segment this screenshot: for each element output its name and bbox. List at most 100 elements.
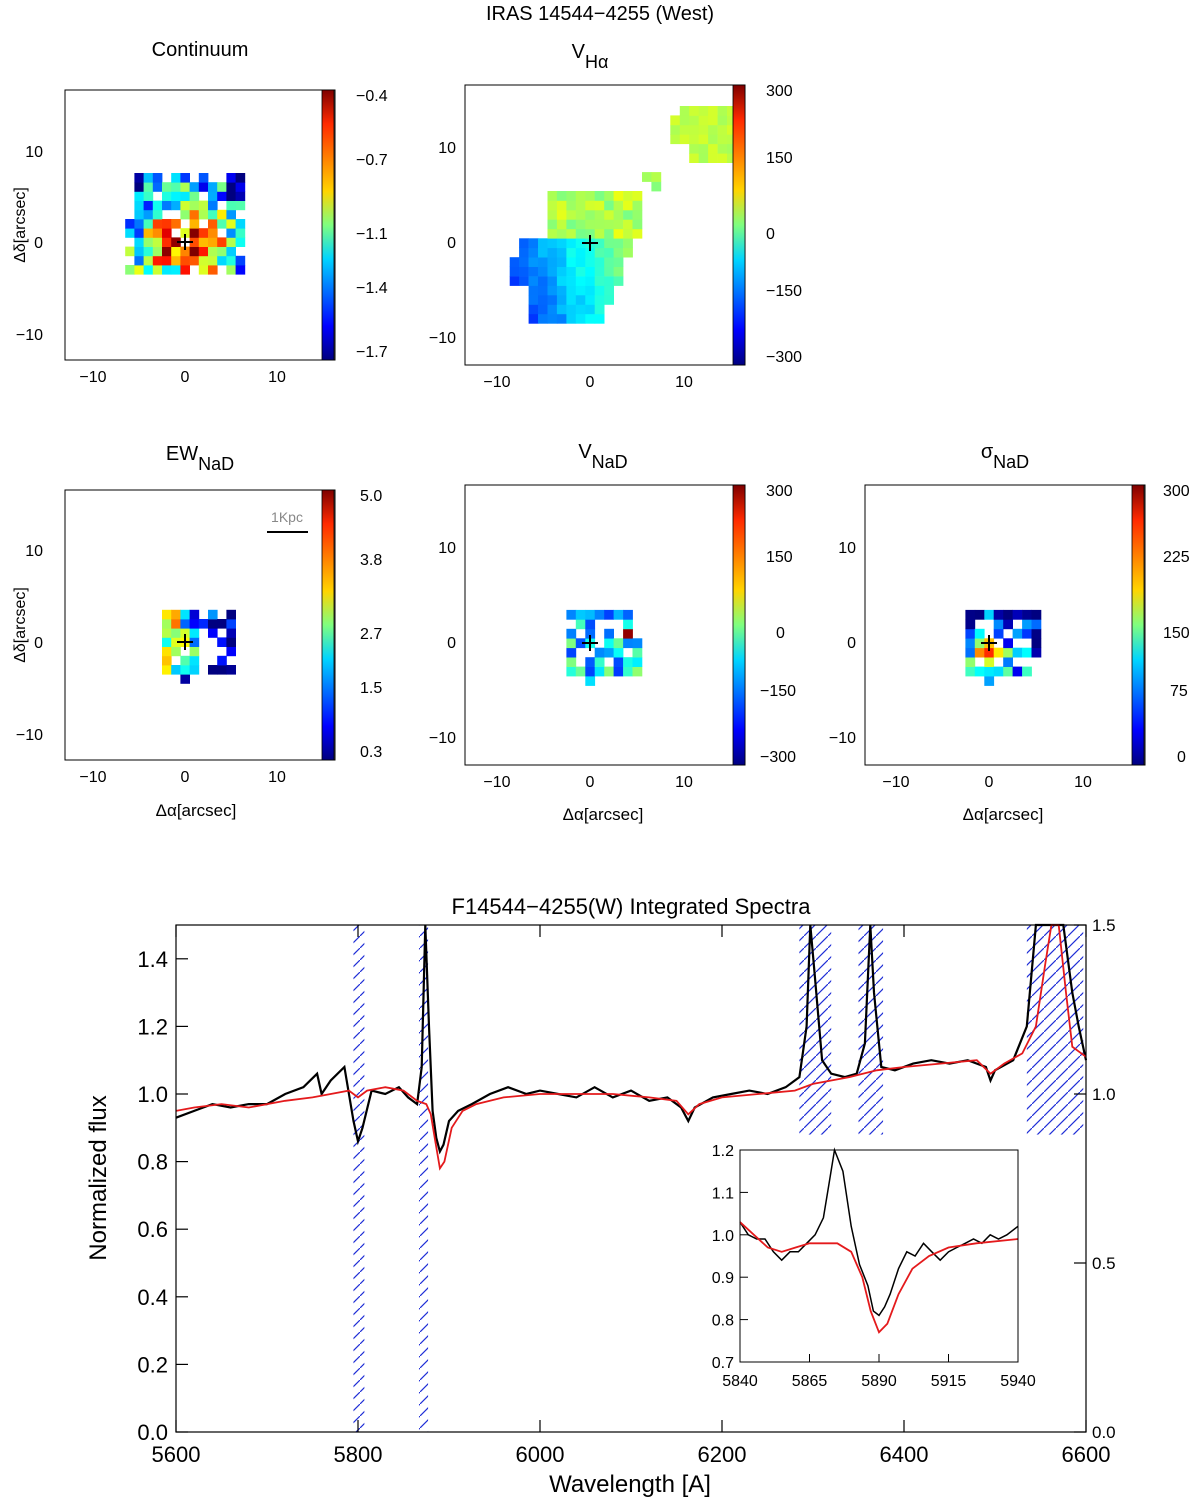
map-pixel: [575, 304, 586, 315]
map-pixel: [171, 619, 181, 629]
map-pixel: [538, 238, 548, 249]
map-pixel: [575, 247, 586, 258]
inset-x-tick-label: 5890: [861, 1373, 897, 1390]
map-pixel: [538, 295, 548, 305]
map-pixel: [613, 647, 624, 658]
map-pixel: [152, 219, 163, 229]
map-pixel: [180, 265, 190, 275]
map-pixel: [556, 228, 567, 239]
map-pixel: [208, 228, 218, 238]
map-pixel: [651, 181, 662, 192]
map-pixel: [217, 619, 227, 629]
map-pixel: [623, 657, 633, 667]
map-pixel: [670, 115, 681, 126]
map-pixel: [189, 665, 200, 675]
map-pixel: [717, 115, 728, 126]
map-pixel: [189, 609, 200, 620]
map-pixel: [538, 276, 548, 286]
y-tick-label: 0.2: [137, 1352, 168, 1377]
map-pixel: [208, 246, 218, 257]
center-cross-icon: [177, 234, 193, 250]
map-pixel: [613, 609, 624, 620]
map-pixel: [604, 628, 614, 639]
map-pixel: [974, 609, 985, 620]
map-pixel: [162, 665, 172, 675]
colorbar: [321, 489, 335, 761]
map-pixel: [575, 313, 586, 324]
map-pixel: [226, 191, 236, 201]
masked-region: [799, 925, 832, 1135]
map-pixel: [594, 647, 605, 658]
map-pixel: [623, 191, 633, 201]
map-pixel: [594, 219, 605, 230]
map-pixel: [134, 191, 144, 201]
map-title: Continuum: [152, 39, 249, 61]
map-pixel: [698, 106, 709, 116]
map-pixel: [613, 266, 624, 277]
y-tick-label: 0.0: [137, 1420, 168, 1445]
map-pixel: [1022, 628, 1032, 639]
colorbar-tick: −0.4: [356, 88, 388, 105]
map-pixel: [727, 143, 737, 154]
map-pixel: [604, 191, 614, 201]
x-axis-label: Δα[arcsec]: [963, 805, 1044, 824]
map-pixel: [575, 219, 586, 230]
colorbar-tick: 150: [766, 150, 793, 167]
map-pixel: [180, 246, 190, 257]
map-pixel: [226, 237, 236, 247]
inset-y-ticks: 0.7 0.8 0.9 1.0 1.1 1.2: [712, 1143, 748, 1372]
map-pixel: [717, 153, 728, 163]
map-pixel: [613, 200, 624, 211]
colorbar: [1131, 484, 1145, 766]
y-tick: 0: [847, 635, 856, 652]
plot-frame: [175, 924, 1087, 1433]
y-tick-label: 1.0: [137, 1082, 168, 1107]
map-pixel: [180, 228, 190, 238]
map-pixel: [1031, 609, 1042, 620]
map-pixel: [152, 182, 163, 192]
y-tick: 0: [447, 635, 456, 652]
map-pixel: [556, 238, 567, 249]
map-pixel: [566, 285, 577, 296]
figure-title: IRAS 14544−4255 (West): [486, 3, 714, 25]
map-pixel: [217, 665, 227, 675]
map-pixel: [1003, 657, 1013, 667]
map-pixel: [566, 228, 577, 239]
map-pixel: [180, 619, 190, 629]
map-pixel: [604, 200, 614, 211]
map-pixel: [152, 265, 163, 275]
map-pixel: [538, 285, 548, 296]
map-pixel: [152, 237, 163, 247]
map-pixel: [235, 173, 246, 183]
map-pixel: [965, 666, 976, 677]
map-pixel: [623, 247, 633, 258]
map-pixel: [613, 219, 624, 230]
map-frame: [64, 89, 336, 361]
map-pixel: [125, 246, 135, 257]
map-pixel: [556, 276, 567, 286]
map-pixel: [198, 619, 209, 629]
map-pixel: [208, 237, 218, 247]
map-pixel: [604, 257, 614, 267]
map-pixel: [585, 228, 596, 239]
map-pixel: [585, 276, 596, 286]
map-pixel: [594, 200, 605, 211]
map-pixel: [727, 153, 737, 163]
map-pixel: [1022, 619, 1032, 630]
map-pixel: [134, 237, 144, 247]
y-tick: 0: [447, 235, 456, 252]
map-pixel: [585, 628, 596, 639]
map-pixel: [235, 228, 246, 238]
y-tick-label: 0.8: [137, 1150, 168, 1175]
map-pixel: [623, 228, 633, 239]
x-tick: −10: [882, 774, 909, 791]
inset-x-tick-label: 5915: [931, 1373, 967, 1390]
map-pixel: [519, 257, 529, 267]
map-pixel: [180, 609, 190, 620]
map-pixel: [162, 619, 172, 629]
map-pixel: [226, 209, 236, 220]
map-pixel: [152, 246, 163, 257]
map-pixel: [727, 134, 737, 145]
map-pixel: [198, 246, 209, 257]
